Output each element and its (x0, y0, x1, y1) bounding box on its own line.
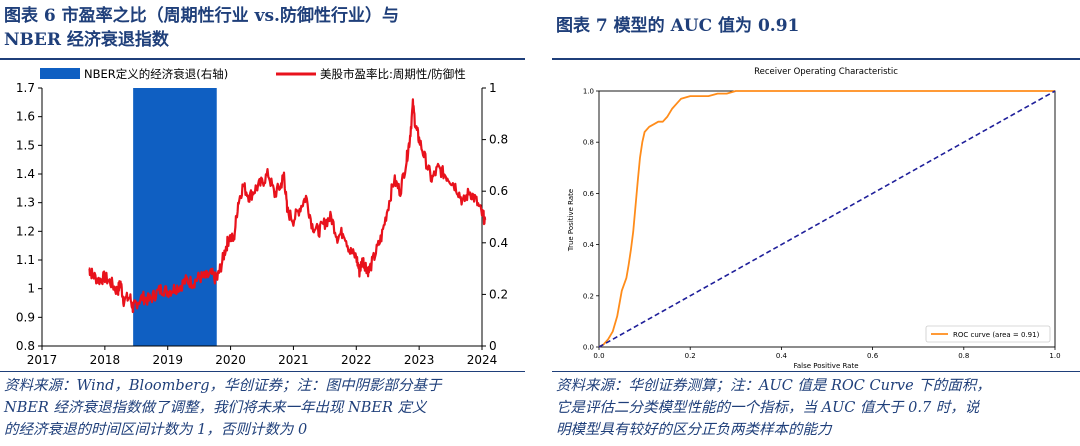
x-tick-label: 2021 (278, 353, 309, 367)
y-left-tick-label: 1.6 (16, 110, 35, 124)
figure-7-title-text: 图表 7 模型的 AUC 值为 0.91 (556, 16, 800, 36)
x-tick-label: 2018 (90, 353, 121, 367)
figure-6-source-rule (0, 371, 525, 372)
y-left-tick-label: 1.1 (16, 253, 35, 267)
roc-legend-label: ROC curve (area = 0.91) (953, 331, 1040, 339)
pe-ratio-line (88, 98, 487, 314)
roc-ylabel: True Positive Rate (567, 189, 575, 252)
figure-7-source-line1: 资料来源：华创证券测算；注：AUC 值是 ROC Curve 下的面积， (556, 378, 991, 394)
y-left-tick-label: 1.4 (16, 167, 35, 181)
figure-7-source-line2: 它是评估二分类模型性能的一个指标，当 AUC 值大于 0.7 时，说 (556, 400, 980, 416)
recession-band (133, 88, 217, 346)
legend-label-recession: NBER定义的经济衰退(右轴) (84, 67, 228, 81)
x-tick-label: 2022 (341, 353, 372, 367)
legend-swatch-recession (40, 68, 80, 79)
roc-chart: Receiver Operating Characteristic 0.0 0.2… (567, 67, 1061, 370)
series-layer (598, 90, 1056, 348)
y-left-tick-label: 1.2 (16, 224, 35, 238)
roc-chart-title: Receiver Operating Characteristic (754, 67, 898, 77)
chance-diagonal-line (598, 90, 1056, 348)
figure-6-source-line2: NBER 经济衰退指数做了调整，我们将未来一年出现 NBER 定义 (4, 400, 427, 416)
x-tick-label: 0.0 (593, 352, 604, 360)
x-tick-label: 2023 (404, 353, 435, 367)
figure-6-title: 图表 6 市盈率之比（周期性行业 vs.防御性行业）与 NBER 经济衰退指数 (4, 4, 399, 52)
figure-7-source: 资料来源：华创证券测算；注：AUC 值是 ROC Curve 下的面积， 它是评… (556, 375, 991, 441)
y-right-tick-label: 0 (489, 339, 497, 353)
recession-band-layer (133, 88, 217, 346)
y-right-tick-label: 0.8 (489, 133, 508, 147)
x-tick-label: 2020 (215, 353, 246, 367)
y-right-tick-label: 1 (489, 81, 497, 95)
figure-7-panel: 图表 7 模型的 AUC 值为 0.91 Receiver Operating … (552, 0, 1080, 446)
x-tick-label: 0.8 (958, 352, 969, 360)
figure-6-source-line3: 的经济衰退的时间区间计数为 1，否则计数为 0 (4, 422, 308, 438)
y-tick-label: 0.8 (583, 139, 594, 147)
x-tick-label: 0.2 (685, 352, 696, 360)
roc-legend: ROC curve (area = 0.91) (925, 325, 1051, 343)
roc-legend-box (925, 325, 1051, 343)
figure-6-panel: 图表 6 市盈率之比（周期性行业 vs.防御性行业）与 NBER 经济衰退指数 … (0, 0, 525, 446)
y-tick-label: 0.4 (583, 241, 595, 249)
y-tick-label: 0.6 (583, 190, 595, 198)
figure-7-source-line3: 明模型具有较好的区分正负两类样本的能力 (556, 422, 832, 438)
figure-7-title-rule (552, 58, 1080, 60)
figure-6-source: 资料来源：Wind，Bloomberg，华创证券；注：图中阴影部分基于 NBER… (4, 375, 441, 441)
pe-ratio-chart: 0.8 0.9 1 1.1 1.2 1.3 1.4 1.5 1.6 1.7 0 0.2 0.4 0.6 0.… (16, 67, 508, 367)
figure-6-title-line1: 图表 6 市盈率之比（周期性行业 vs.防御性行业）与 (4, 6, 399, 26)
y-tick-label: 0.0 (583, 344, 594, 352)
y-right-tick-label: 0.2 (489, 287, 508, 301)
x-tick-label: 1.0 (1049, 352, 1060, 360)
figure-6-title-rule (0, 58, 525, 60)
x-tick-label: 2024 (467, 353, 498, 367)
y-left-tick-label: 1.3 (16, 196, 35, 210)
roc-curve-line (598, 90, 1055, 348)
roc-xlabel: False Positive Rate (793, 362, 858, 370)
y-tick-label: 1.0 (583, 88, 594, 96)
y-right-tick-label: 0.4 (489, 236, 508, 250)
figure-7-title: 图表 7 模型的 AUC 值为 0.91 (556, 14, 799, 38)
figure-7-source-rule (552, 371, 1080, 372)
figure-6-source-line1: 资料来源：Wind，Bloomberg，华创证券；注：图中阴影部分基于 (4, 378, 442, 394)
legend-label-pe-ratio: 美股市盈率比:周期性/防御性 (320, 67, 466, 81)
series-layer (88, 98, 487, 314)
y-left-tick-label: 0.9 (16, 310, 35, 324)
x-tick-label: 2017 (27, 353, 58, 367)
y-left-tick-label: 1 (27, 282, 35, 296)
figure-6-title-line2: NBER 经济衰退指数 (4, 30, 169, 50)
y-left-tick-label: 0.8 (16, 339, 35, 353)
y-tick-label: 0.2 (583, 292, 594, 300)
y-left-tick-label: 1.7 (16, 81, 35, 95)
chart-axes: 0.8 0.9 1 1.1 1.2 1.3 1.4 1.5 1.6 1.7 0 0.2 0.4 0.6 0.… (16, 81, 508, 367)
y-right-tick-label: 0.6 (489, 184, 508, 198)
x-tick-label: 0.6 (867, 352, 879, 360)
chart-axes: 0.0 0.2 0.4 0.6 0.8 1.0 0.0 0.2 0.4 0.6 0.8 1.0 (583, 88, 1061, 361)
chart-legend: NBER定义的经济衰退(右轴) 美股市盈率比:周期性/防御性 (40, 67, 466, 81)
y-left-tick-label: 1.5 (16, 138, 35, 152)
x-tick-label: 0.4 (776, 352, 788, 360)
x-tick-label: 2019 (152, 353, 183, 367)
